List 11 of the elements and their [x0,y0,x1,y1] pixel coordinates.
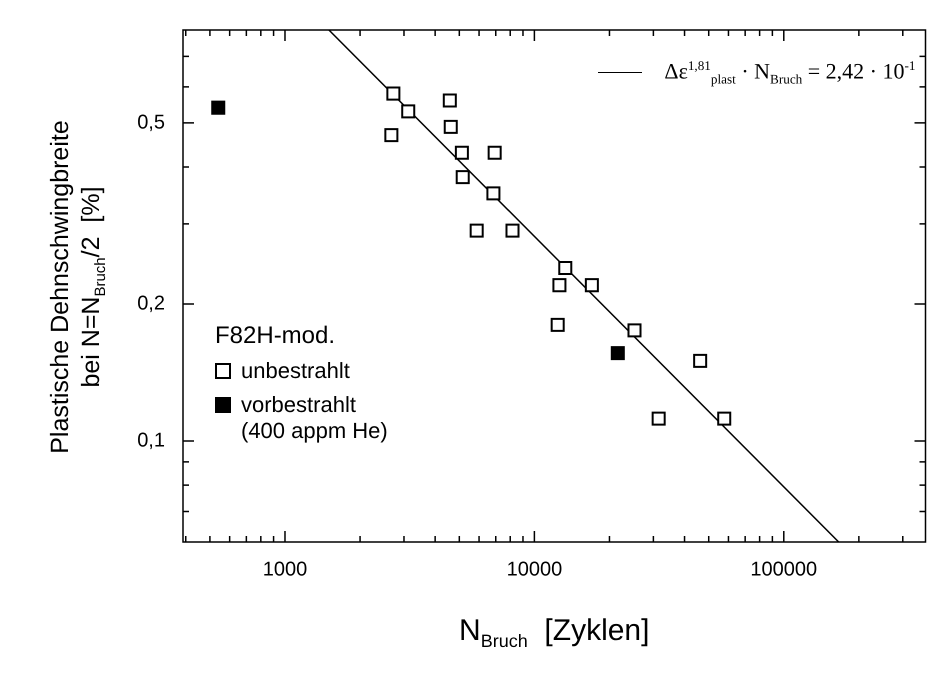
x-axis-title: N$_{Bruch}$ [Zyklen] [458,613,650,652]
legend-label: Δε$^{1,81}$$_{plast}$ · N$_{Bruch}$ = 2,42 · 10$^{-1}$ [664,58,916,88]
y-tick-label: 0,2 [137,292,165,315]
legend-label: unbestrahlt [241,358,350,384]
x-tick-label: 1000 [262,558,308,581]
y-tick-label: 0,1 [137,430,165,452]
legend-title: F82H-mod. [215,322,336,350]
x-tick-label: 100000 [750,558,818,581]
y-tick-label: 0,5 [137,111,165,134]
legend-label: vorbestrahlt (400 appm He) [241,392,388,444]
x-tick-label: 10000 [506,558,562,581]
